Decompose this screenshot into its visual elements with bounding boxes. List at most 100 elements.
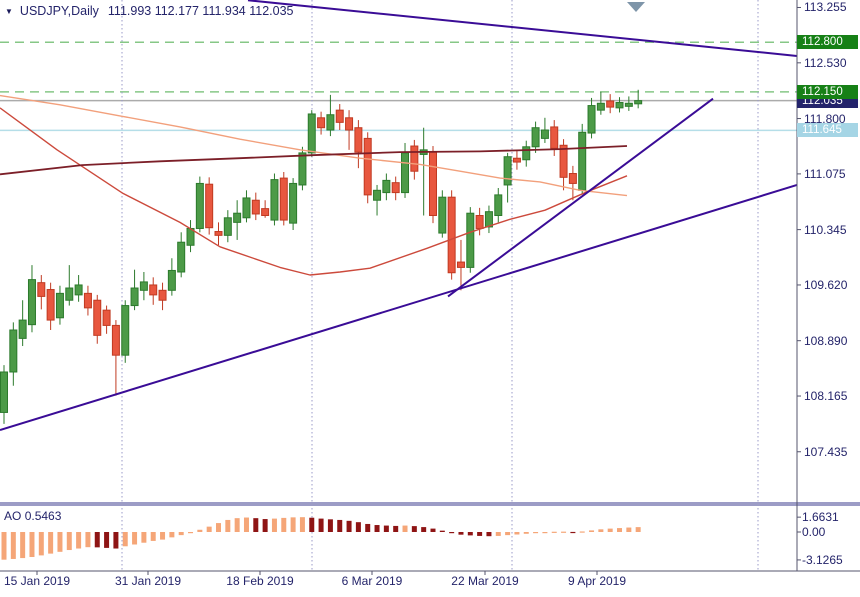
candle	[354, 127, 363, 153]
ao-bar	[589, 530, 595, 532]
ao-bar	[486, 532, 492, 537]
ohlc-values-label: 111.993 112.177 111.934 112.035	[107, 4, 294, 18]
ao-bar	[374, 525, 380, 532]
ao-bar	[458, 532, 464, 535]
ao-bar	[66, 532, 72, 551]
ao-bar	[38, 532, 44, 556]
candle	[261, 208, 270, 216]
ao-bar	[617, 528, 623, 532]
candle	[270, 179, 279, 221]
candle	[289, 182, 298, 224]
candle	[130, 287, 139, 307]
price-axis-label: 110.345	[804, 222, 847, 237]
candle	[587, 105, 596, 134]
time-axis-label: 15 Jan 2019	[3, 574, 71, 588]
candle	[345, 117, 354, 131]
time-axis-label: 18 Feb 2019	[226, 574, 294, 588]
ao-bar	[579, 531, 585, 533]
collapse-chart-icon[interactable]: ▼	[5, 6, 13, 16]
candle	[307, 113, 316, 154]
candle	[531, 127, 540, 148]
ao-bar	[150, 532, 156, 541]
candle	[447, 196, 456, 274]
ao-bar	[85, 532, 91, 548]
ao-bar	[1, 532, 7, 560]
ao-bar	[48, 532, 54, 554]
candle	[624, 102, 633, 107]
price-badge-support: 111.645	[797, 123, 858, 138]
ao-bar	[327, 519, 333, 532]
ao-bar	[551, 531, 557, 533]
candle	[503, 156, 512, 186]
ao-bar	[206, 526, 212, 532]
ao-bar	[113, 532, 119, 549]
candle	[279, 177, 288, 221]
price-axis-label: 108.165	[804, 389, 848, 404]
candle	[102, 309, 111, 326]
ao-bar	[355, 522, 361, 532]
ao-bar	[477, 532, 483, 536]
candle	[456, 261, 465, 268]
ao-bar	[290, 517, 296, 532]
candle	[550, 126, 559, 149]
ao-bar	[411, 526, 417, 532]
candle	[214, 231, 223, 236]
candle	[382, 179, 391, 194]
ao-bar	[141, 532, 147, 543]
candle	[223, 217, 232, 236]
time-axis-label: 9 Apr 2019	[567, 574, 627, 588]
time-axis-label: 31 Jan 2019	[114, 574, 182, 588]
candle	[55, 292, 64, 319]
price-badge-resistance-lower: 112.150	[797, 84, 858, 99]
trendline-support-steep[interactable]	[447, 97, 714, 298]
ao-bar	[607, 528, 613, 532]
ao-bar	[365, 523, 371, 532]
candle	[568, 173, 577, 184]
candle	[373, 189, 382, 201]
candle	[149, 284, 158, 296]
candle	[391, 182, 400, 194]
candle	[540, 129, 549, 139]
candle	[298, 152, 307, 186]
candle	[475, 214, 484, 229]
ao-bar	[271, 518, 277, 532]
ao-bar	[449, 532, 455, 534]
price-axis-label: 113.255	[804, 0, 847, 15]
ao-bar	[178, 532, 184, 536]
ao-bar	[561, 531, 567, 533]
ao-bar	[132, 532, 138, 545]
price-badge-resistance-upper: 112.800	[797, 35, 858, 50]
candle	[242, 197, 251, 219]
candle	[74, 284, 83, 296]
trendline-upper-descending[interactable]	[247, 0, 798, 57]
panel-divider[interactable]	[0, 502, 860, 506]
candle	[37, 282, 46, 297]
candle	[139, 281, 148, 291]
candle	[111, 324, 120, 356]
ao-bar	[76, 532, 82, 549]
candle	[93, 299, 102, 336]
trendline-support-long[interactable]	[0, 184, 798, 431]
candle	[512, 157, 521, 163]
candle	[9, 329, 18, 373]
candle	[559, 144, 568, 178]
ao-axis-label: 1.6631	[802, 510, 839, 525]
price-axis-label: 111.075	[804, 166, 846, 181]
candle	[18, 319, 27, 339]
ao-bar	[495, 532, 501, 536]
ao-bar	[393, 525, 399, 532]
candle	[205, 183, 214, 229]
ao-bar	[243, 517, 249, 532]
ao-axis-label: 0.00	[802, 525, 826, 539]
candle	[167, 269, 176, 291]
price-axis-label: 112.530	[804, 55, 847, 70]
ma-crimson	[0, 107, 628, 276]
ao-bar	[57, 532, 63, 552]
ao-bar	[533, 532, 539, 534]
time-axis-label: 6 Mar 2019	[341, 574, 403, 588]
candle	[522, 146, 531, 161]
candle	[195, 182, 204, 229]
candle	[466, 212, 475, 268]
